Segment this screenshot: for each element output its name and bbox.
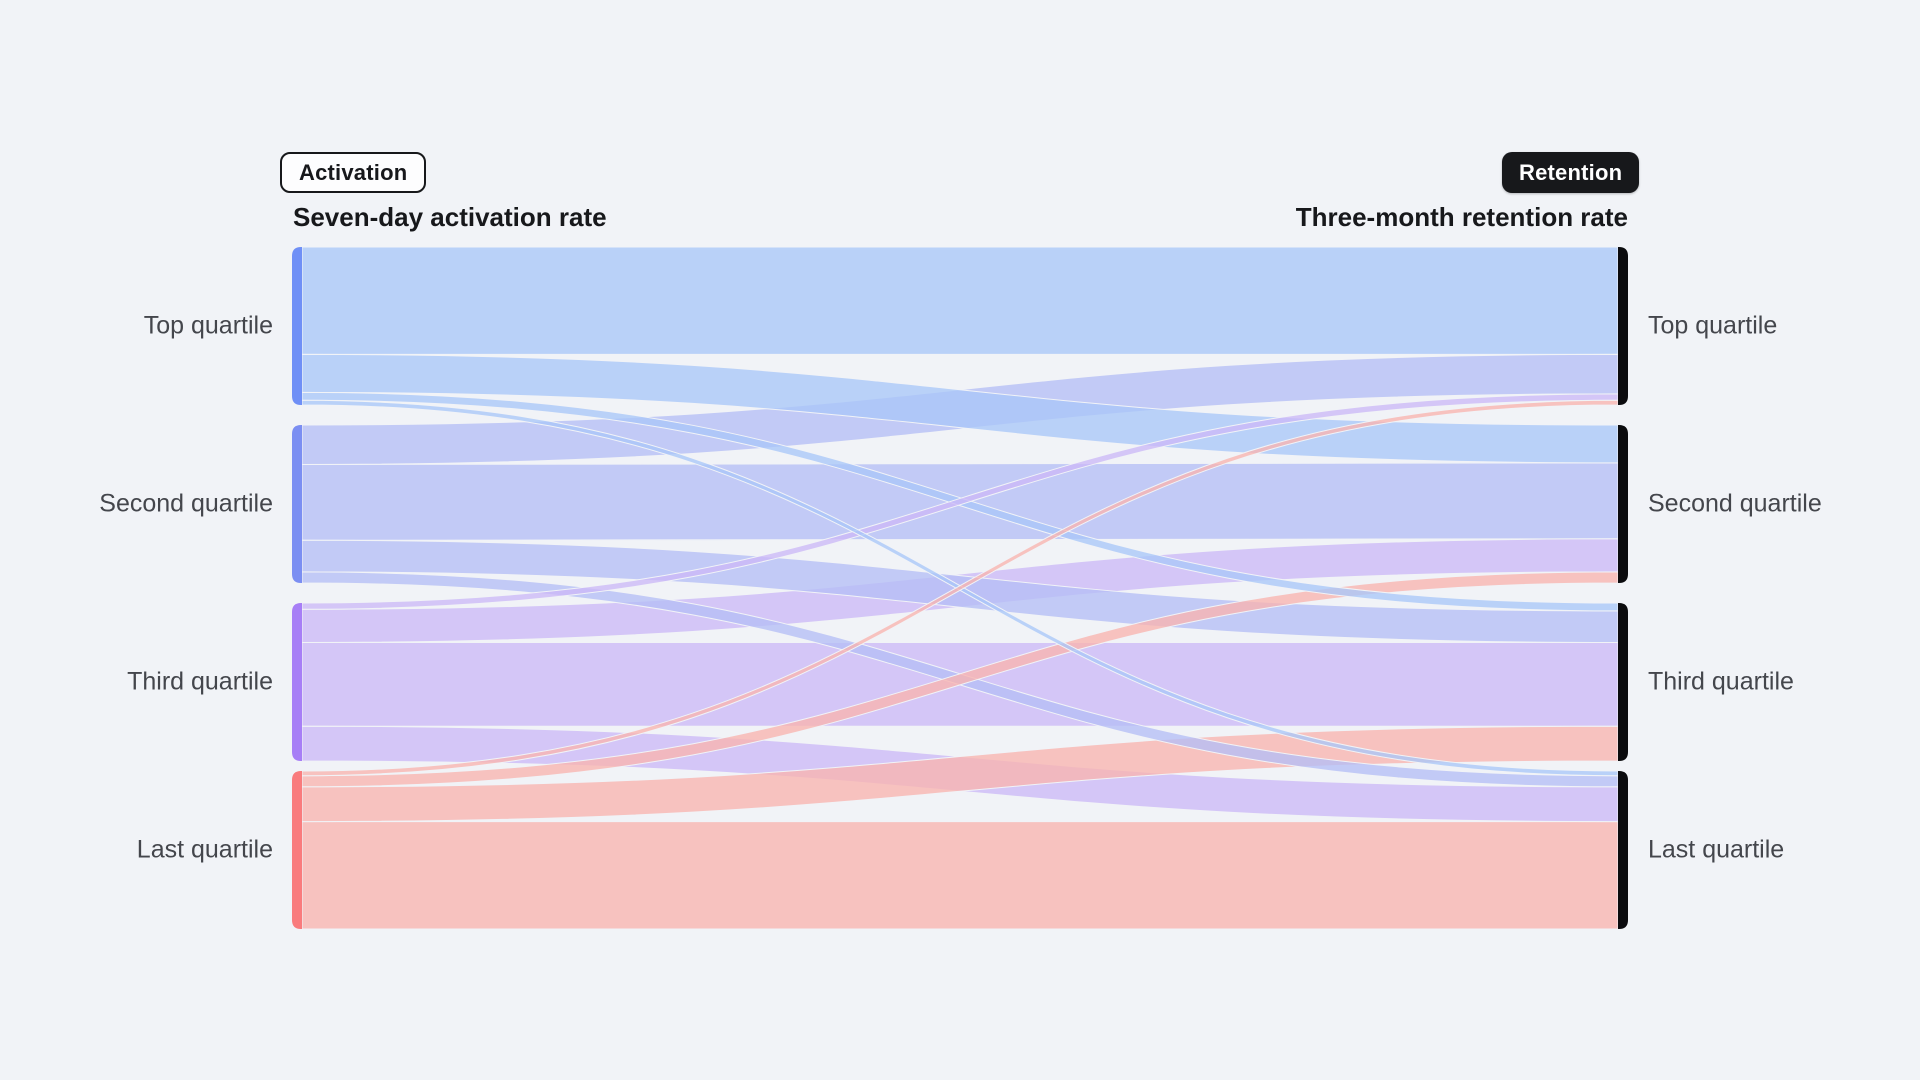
sankey-node-retention-third-quartile[interactable] [1618, 603, 1628, 761]
left-node-label-second-quartile: Second quartile [99, 489, 273, 518]
left-node-label-top-quartile: Top quartile [143, 311, 273, 340]
right-node-label-top-quartile: Top quartile [1648, 311, 1778, 340]
sankey-node-retention-last-quartile[interactable] [1618, 771, 1628, 929]
sankey-node-retention-second-quartile[interactable] [1618, 425, 1628, 583]
right-node-label-last-quartile: Last quartile [1648, 835, 1785, 864]
right-column-header: Three-month retention rate [1295, 202, 1628, 232]
sankey-node-retention-top-quartile[interactable] [1618, 247, 1628, 405]
retention-badge[interactable]: Retention [1502, 152, 1640, 193]
sankey-link-last-quartile-to-last-quartile[interactable] [301, 821, 1619, 930]
sankey-link-top-quartile-to-top-quartile[interactable] [301, 246, 1619, 355]
sankey-node-activation-top-quartile[interactable] [292, 247, 302, 405]
sankey-node-activation-third-quartile[interactable] [292, 603, 302, 761]
activation-badge[interactable]: Activation [280, 152, 427, 193]
sankey-node-activation-second-quartile[interactable] [292, 425, 302, 583]
left-node-label-last-quartile: Last quartile [136, 835, 273, 864]
left-node-label-third-quartile: Third quartile [127, 667, 273, 696]
sankey-node-activation-last-quartile[interactable] [292, 771, 302, 929]
right-node-label-third-quartile: Third quartile [1648, 667, 1794, 696]
left-column-header: Seven-day activation rate [293, 202, 607, 232]
right-node-label-second-quartile: Second quartile [1648, 489, 1822, 518]
